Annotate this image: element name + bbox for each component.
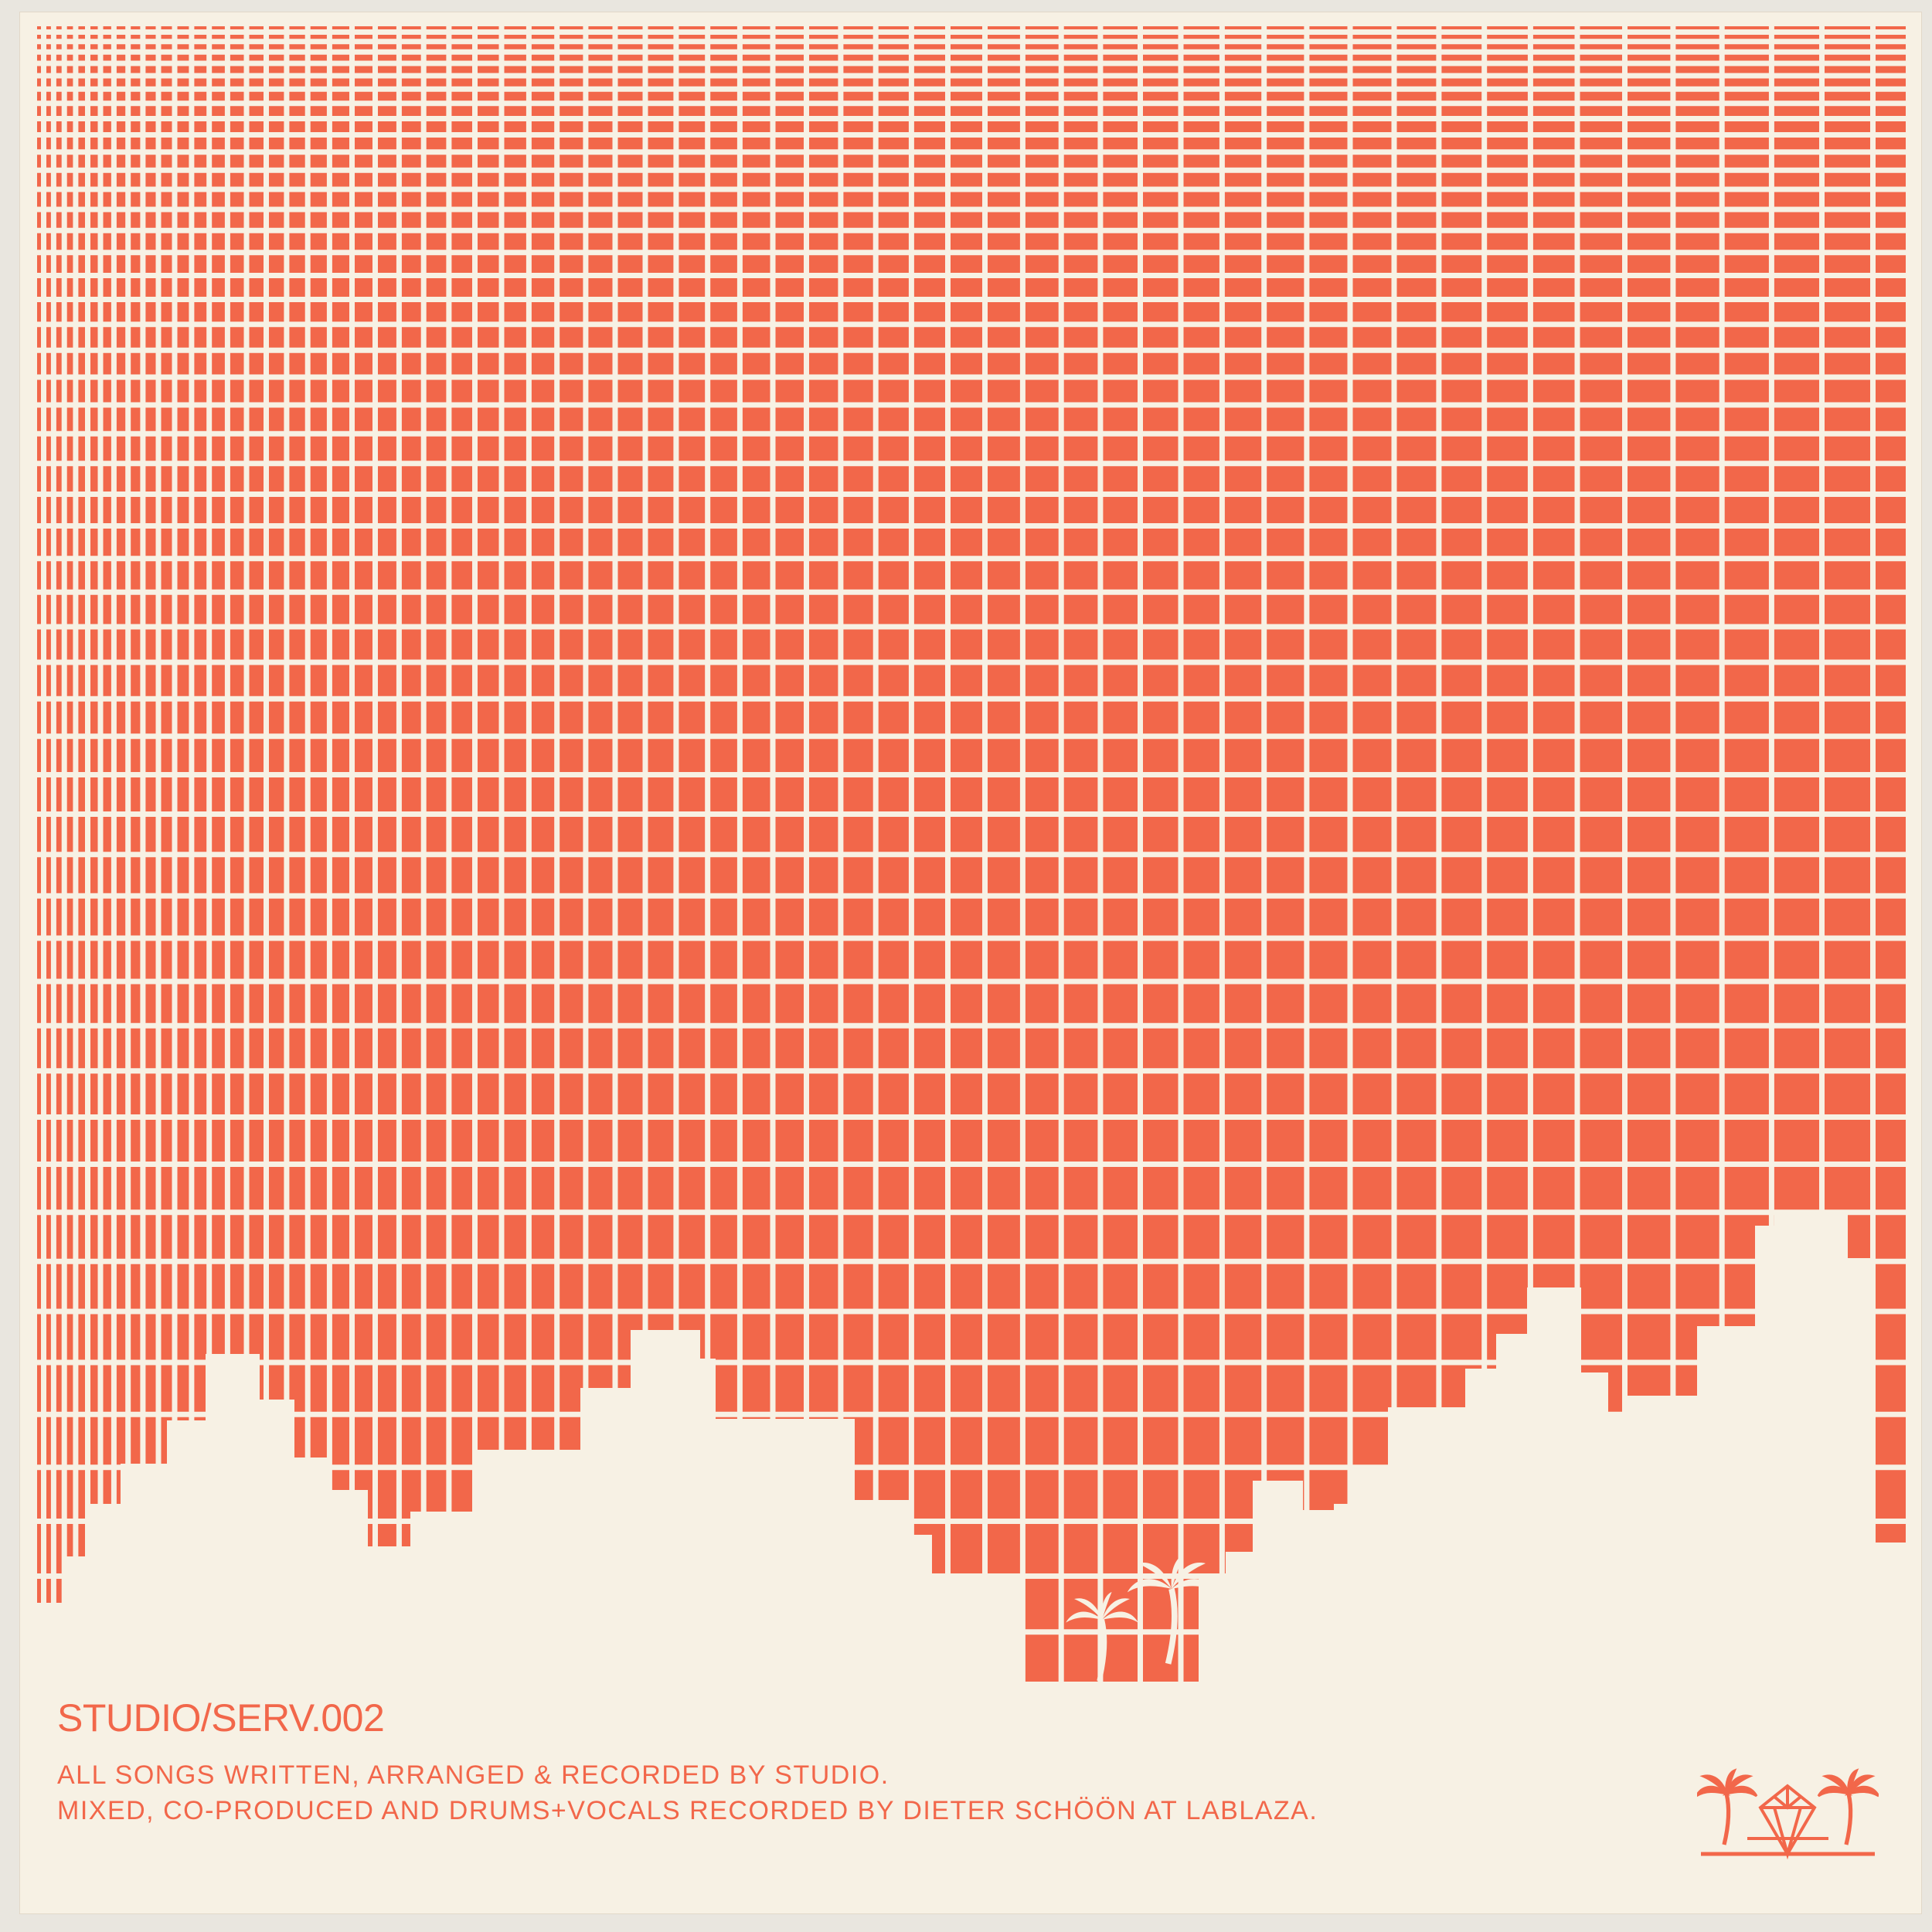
credit-line-written: ALL SONGS WRITTEN, ARRANGED & RECORDED B… (57, 1760, 889, 1790)
catalog-number: STUDIO/SERV.002 (57, 1696, 385, 1740)
grid-skyline-artwork (20, 26, 1921, 1913)
palm-diamond-logo-icon (1697, 1768, 1879, 1859)
record-sleeve: STUDIO/SERV.002 ALL SONGS WRITTEN, ARRAN… (20, 12, 1921, 1913)
city-skyline-silhouette (20, 1210, 1921, 1913)
palm-tree-icon (1066, 1555, 1216, 1682)
credit-line-mixed: MIXED, CO-PRODUCED AND DRUMS+VOCALS RECO… (57, 1796, 1318, 1825)
credits-block: STUDIO/SERV.002 ALL SONGS WRITTEN, ARRAN… (57, 1696, 1318, 1828)
